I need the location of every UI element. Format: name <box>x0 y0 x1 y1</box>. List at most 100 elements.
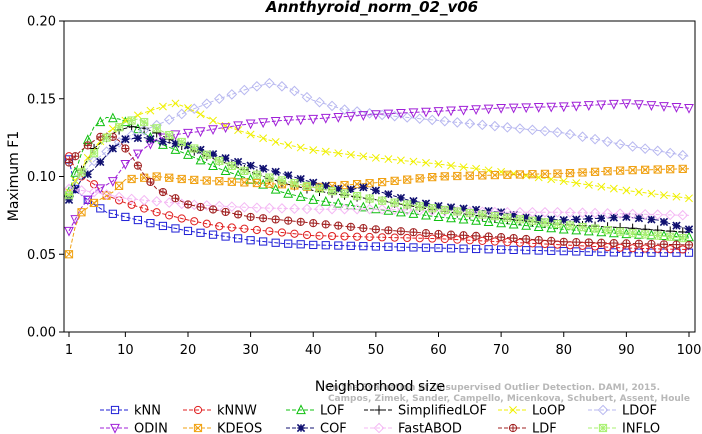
legend-marker <box>193 405 203 415</box>
data-point <box>578 222 587 232</box>
data-point <box>521 103 532 114</box>
data-point <box>165 131 174 140</box>
legend-item-odin: ODIN <box>100 422 168 434</box>
data-point <box>326 100 338 112</box>
data-point <box>334 221 343 230</box>
data-point <box>671 230 682 241</box>
data-point <box>451 117 463 128</box>
data-point <box>83 141 92 150</box>
data-point <box>220 123 231 134</box>
data-point <box>522 213 531 222</box>
data-point <box>459 231 468 240</box>
data-point <box>572 247 581 256</box>
data-point <box>138 124 150 136</box>
data-point <box>115 123 124 132</box>
data-point <box>352 191 362 201</box>
legend-marker <box>508 423 518 433</box>
y-axis: 0.00 0.05 0.10 0.15 0.20 <box>27 15 64 341</box>
data-point <box>64 226 74 237</box>
data-point <box>289 85 300 97</box>
data-point <box>170 130 181 141</box>
data-point <box>666 245 675 254</box>
data-point <box>527 124 538 136</box>
legend-marker <box>373 422 385 434</box>
data-point <box>107 177 118 187</box>
data-point <box>641 165 650 174</box>
data-point <box>245 173 256 184</box>
data-point <box>158 187 168 197</box>
data-point <box>70 215 81 225</box>
data-point <box>251 202 263 214</box>
data-point <box>489 120 501 132</box>
data-point <box>558 223 569 234</box>
data-point <box>671 103 682 113</box>
data-point <box>215 156 224 166</box>
data-point <box>309 146 318 155</box>
data-point <box>165 173 174 182</box>
data-point <box>401 112 413 123</box>
data-point <box>364 203 375 215</box>
data-point <box>664 147 676 159</box>
data-point <box>196 228 205 237</box>
data-point <box>314 96 325 108</box>
data-point <box>577 207 588 219</box>
data-point <box>471 231 481 241</box>
data-point <box>403 200 412 209</box>
data-point <box>471 105 481 116</box>
y-axis-title: Maximum F1 <box>6 131 22 221</box>
data-point <box>547 246 556 255</box>
legend-marker <box>597 404 609 416</box>
data-point <box>301 203 313 215</box>
data-point <box>633 100 644 111</box>
data-point <box>684 231 694 242</box>
data-point <box>646 101 657 111</box>
y-tick-label: 0.05 <box>27 248 56 263</box>
data-point <box>565 221 575 230</box>
data-point <box>71 176 80 185</box>
data-point <box>384 226 393 235</box>
data-point <box>309 178 318 187</box>
data-point <box>327 231 337 241</box>
data-point <box>339 104 350 115</box>
legend-label: FastABOD <box>398 422 462 434</box>
data-point <box>453 207 462 216</box>
data-point <box>190 217 199 226</box>
data-point <box>434 160 443 169</box>
data-point <box>659 217 669 227</box>
data-point <box>196 110 205 119</box>
data-point <box>158 221 168 231</box>
data-point <box>508 218 519 229</box>
data-point <box>409 157 418 166</box>
data-point <box>540 218 550 227</box>
data-point <box>270 117 281 127</box>
data-point <box>358 111 369 121</box>
legend-label: COF <box>320 422 347 434</box>
data-point <box>539 125 551 137</box>
data-point <box>64 191 74 200</box>
data-point <box>553 219 562 229</box>
data-point <box>546 222 557 233</box>
data-point <box>539 206 551 218</box>
legend-marker <box>110 423 120 434</box>
series-ldf <box>64 132 694 250</box>
data-point <box>301 91 313 103</box>
data-point <box>246 130 255 139</box>
data-point <box>183 128 193 139</box>
x-tick-label: 40 <box>305 343 322 358</box>
data-point <box>459 204 468 213</box>
data-point <box>289 203 300 214</box>
watermark: Campos, Zimek, Sander, Campello, Micenko… <box>325 383 690 404</box>
x-axis: 1 10 20 30 40 50 60 70 80 90 100 <box>65 332 701 358</box>
data-point <box>371 225 380 234</box>
data-point <box>127 174 136 184</box>
data-point <box>609 213 619 222</box>
data-point <box>121 212 130 222</box>
series-simplifiedlof <box>64 122 690 237</box>
data-point <box>284 216 293 225</box>
data-point <box>490 171 499 180</box>
data-point <box>146 219 155 228</box>
data-point <box>221 207 230 217</box>
data-point <box>684 248 694 257</box>
data-point <box>384 155 393 164</box>
